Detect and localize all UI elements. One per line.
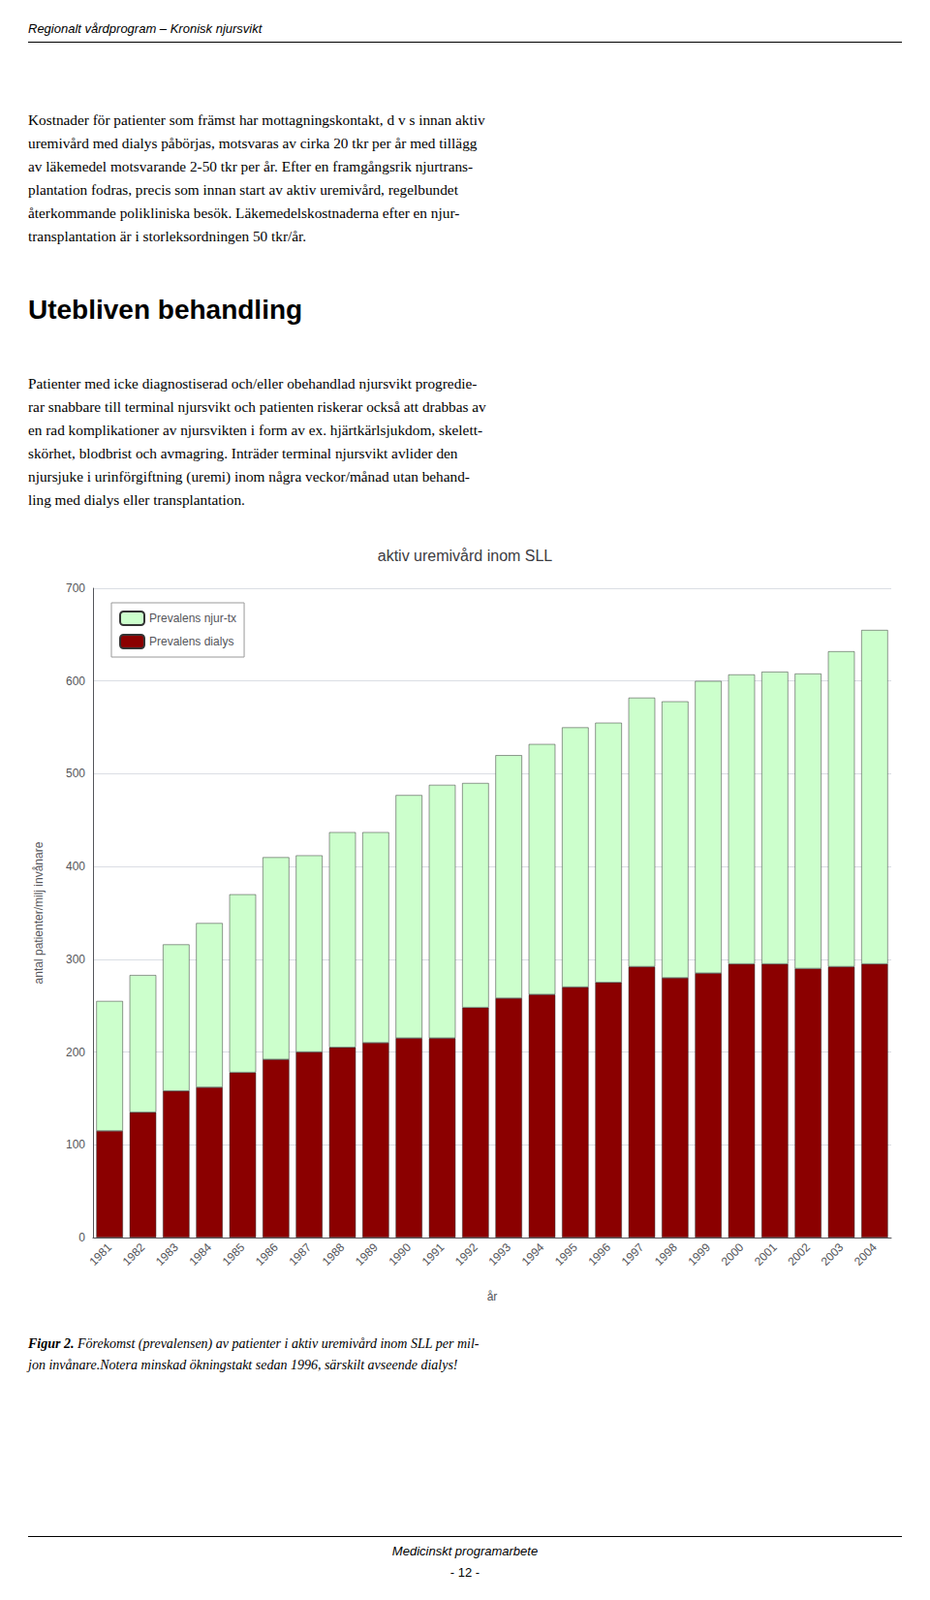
html-text:plantation fodras, precis som: plantation fodras, precis som innan star… (28, 181, 459, 198)
svg-text:1994: 1994 (519, 1240, 548, 1269)
html-text:skörhet, blodbrist och avmagri: skörhet, blodbrist och avmagring. Inträd… (28, 444, 458, 462)
svg-text:1995: 1995 (552, 1240, 581, 1269)
svg-text:2002: 2002 (784, 1240, 813, 1269)
svg-text:400: 400 (65, 859, 86, 873)
html-text:av läkemedel motsvarande 2-50: av läkemedel motsvarande 2-50 tkr per år… (28, 157, 473, 175)
svg-text:2001: 2001 (751, 1240, 780, 1269)
svg-text:1993: 1993 (485, 1240, 514, 1269)
html-text:jon invånare.Notera minskad ök: jon invånare.Notera minskad ökningstakt … (28, 1357, 458, 1372)
svg-text:1998: 1998 (651, 1240, 681, 1269)
html-text:uremivård med dialys påbörjas,: uremivård med dialys påbörjas, motsvaras… (28, 134, 478, 152)
svg-text:1983: 1983 (153, 1240, 182, 1269)
svg-text:1991: 1991 (419, 1240, 448, 1269)
svg-text:1988: 1988 (319, 1240, 348, 1269)
html-text:ling med dialys eller transpla: ling med dialys eller transplantation. (28, 491, 245, 508)
svg-text:år: år (487, 1289, 498, 1303)
html-text:Medicinskt programarbete: Medicinskt programarbete (392, 1543, 538, 1558)
svg-text:1987: 1987 (285, 1240, 314, 1269)
svg-text:antal patienter/milj invånare: antal patienter/milj invånare (31, 840, 46, 984)
html-text:Utebliven behandling: Utebliven behandling (28, 294, 303, 325)
html-text:transplantation är i storlekso: transplantation är i storleksordningen 5… (28, 227, 307, 245)
html-text:rar snabbare till terminal nju: rar snabbare till terminal njursvikt och… (28, 398, 487, 415)
svg-text:1986: 1986 (252, 1240, 281, 1269)
svg-text:200: 200 (65, 1045, 86, 1059)
svg-text:1990: 1990 (385, 1240, 414, 1269)
svg-text:1982: 1982 (120, 1240, 149, 1269)
svg-text:700: 700 (65, 581, 86, 595)
svg-text:300: 300 (65, 952, 86, 966)
svg-text:Prevalens njur-tx: Prevalens njur-tx (149, 611, 237, 625)
svg-text:1989: 1989 (352, 1240, 381, 1269)
svg-text:2000: 2000 (718, 1240, 747, 1269)
svg-text:2003: 2003 (818, 1240, 847, 1269)
html-text:Regionalt vårdprogram – Kronis: Regionalt vårdprogram – Kronisk njursvik… (28, 21, 262, 36)
svg-text:0: 0 (78, 1230, 86, 1244)
svg-text:1997: 1997 (619, 1240, 648, 1269)
svg-text:1999: 1999 (684, 1240, 713, 1269)
svg-text:aktiv uremivård inom SLL: aktiv uremivård inom SLL (377, 547, 554, 564)
svg-text:1981: 1981 (86, 1240, 115, 1269)
html-text:återkommande polikliniska besö: återkommande polikliniska besök. Läkemed… (28, 204, 460, 221)
html-text:- 12 -: - 12 - (450, 1564, 480, 1580)
svg-text:1996: 1996 (585, 1240, 614, 1269)
html-text:Kostnader för patienter som fr: Kostnader för patienter som främst har m… (28, 111, 485, 128)
svg-text:2004: 2004 (851, 1240, 880, 1269)
svg-text:1992: 1992 (452, 1240, 481, 1269)
svg-text:500: 500 (65, 766, 86, 780)
html-text:Patienter med icke diagnostise: Patienter med icke diagnostiserad och/el… (28, 374, 478, 392)
svg-text:1985: 1985 (219, 1240, 248, 1269)
svg-text:1984: 1984 (186, 1240, 215, 1269)
svg-text:600: 600 (65, 674, 86, 688)
svg-text:Prevalens dialys: Prevalens dialys (149, 634, 234, 649)
html-text:njursjuke i urinförgiftning (u: njursjuke i urinförgiftning (uremi) inom… (28, 467, 470, 485)
html-text:Figur 2. Förekomst (prevalense: Figur 2. Förekomst (prevalensen) av pati… (28, 1335, 480, 1351)
html-text:en rad komplikationer av njurs: en rad komplikationer av njursvikten i f… (28, 421, 483, 438)
svg-text:100: 100 (65, 1137, 86, 1151)
